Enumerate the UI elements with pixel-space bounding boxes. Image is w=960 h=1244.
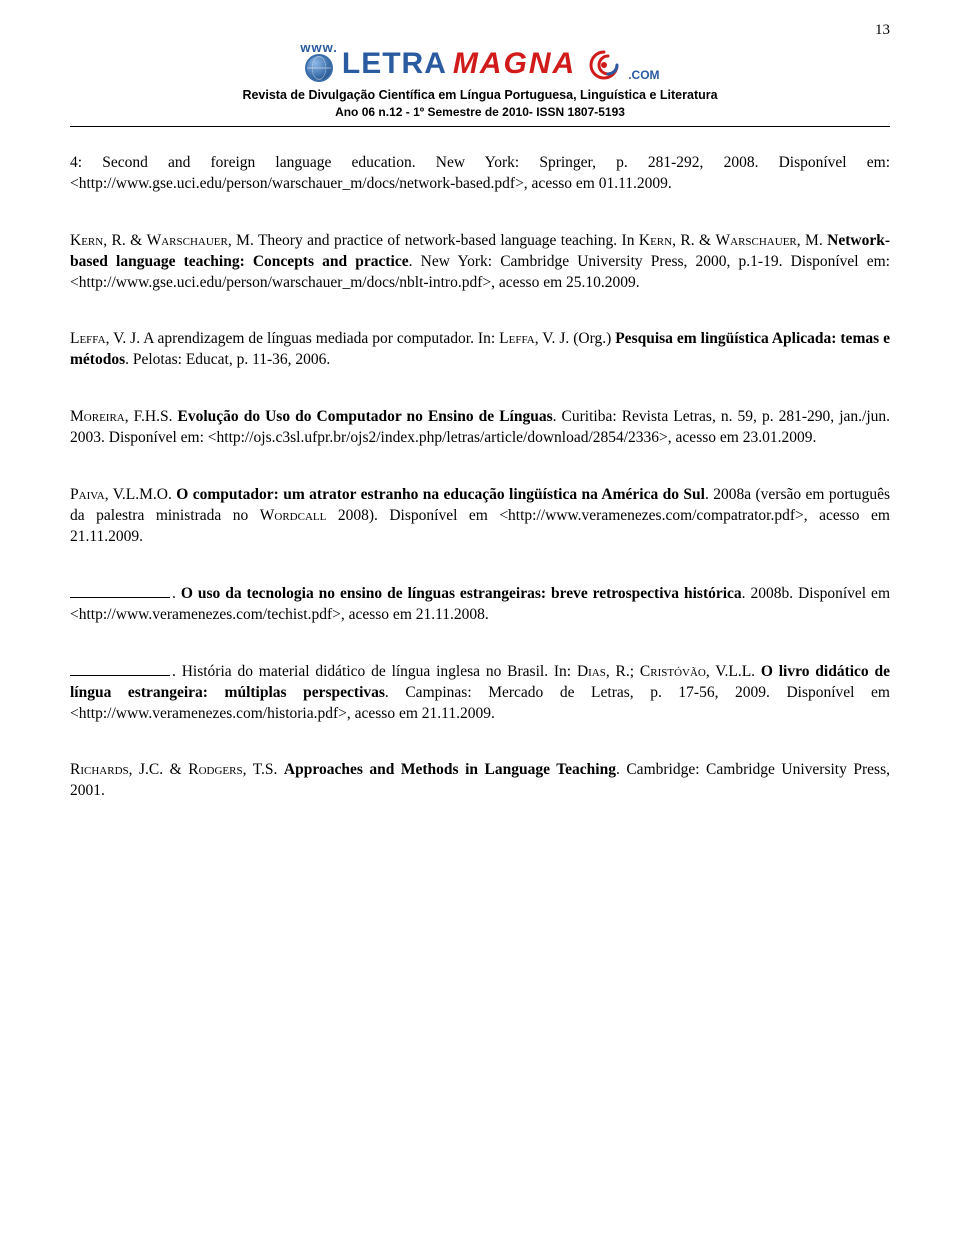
www-badge: www. <box>300 39 337 83</box>
author-name: Leffa <box>499 330 535 347</box>
reference-5: Paiva, V.L.M.O. O computador: um atrator… <box>70 485 890 548</box>
ref-text: , T.S. <box>243 761 284 778</box>
swirl-icon <box>584 48 624 82</box>
ref-text: . <box>172 585 181 602</box>
author-name: Paiva <box>70 486 105 503</box>
ref-text: , V. J. A aprendizagem de línguas mediad… <box>106 330 500 347</box>
ref-title: O uso da tecnologia no ensino de línguas… <box>181 585 742 602</box>
author-name: Richards <box>70 761 129 778</box>
ref-text: , M. Theory and practice of network-base… <box>228 232 639 249</box>
author-name: Warschauer <box>147 232 228 249</box>
journal-subtitle: Ano 06 n.12 - 1º Semestre de 2010- ISSN … <box>70 104 890 120</box>
author-name: Dias <box>577 663 606 680</box>
ref-title: Approaches and Methods in Language Teach… <box>284 761 616 778</box>
author-name: Kern <box>639 232 672 249</box>
ref-title: Evolução do Uso do Computador no Ensino … <box>178 408 553 425</box>
logo-row: www. LETRA MAGNA .COM <box>70 44 890 85</box>
ref-text: . História do material didático de língu… <box>172 663 577 680</box>
ref-text: , M. <box>797 232 827 249</box>
ref-text: , J.C. & <box>129 761 189 778</box>
ref-text: , F.H.S. <box>125 408 178 425</box>
page-number: 13 <box>70 20 890 40</box>
reference-8: Richards, J.C. & Rodgers, T.S. Approache… <box>70 760 890 802</box>
globe-icon <box>305 54 333 82</box>
brand-com: .COM <box>628 67 659 85</box>
ref-text: , V.L.L. <box>706 663 761 680</box>
reference-6: . O uso da tecnologia no ensino de língu… <box>70 584 890 626</box>
same-author-dash <box>70 675 170 676</box>
page-header: www. LETRA MAGNA .COM Revista de Divulga… <box>70 44 890 120</box>
ref-text: , V. J. (Org.) <box>535 330 616 347</box>
ref-text: , R. & <box>672 232 715 249</box>
reference-3: Leffa, V. J. A aprendizagem de línguas m… <box>70 329 890 371</box>
brand-magna: MAGNA <box>453 44 576 85</box>
ref-text: , R.; <box>606 663 640 680</box>
ref-text: 4: Second and foreign language education… <box>70 154 890 192</box>
journal-title: Revista de Divulgação Científica em Líng… <box>70 87 890 104</box>
ref-text: , R. & <box>103 232 146 249</box>
reference-1: 4: Second and foreign language education… <box>70 153 890 195</box>
brand-letra: LETRA <box>342 44 447 85</box>
event-name: Wordcall <box>260 507 327 524</box>
reference-2: Kern, R. & Warschauer, M. Theory and pra… <box>70 231 890 294</box>
author-name: Rodgers <box>188 761 242 778</box>
author-name: Moreira <box>70 408 125 425</box>
reference-7: . História do material didático de língu… <box>70 662 890 725</box>
author-name: Cristóvão <box>640 663 706 680</box>
author-name: Kern <box>70 232 103 249</box>
header-rule <box>70 126 890 127</box>
author-name: Leffa <box>70 330 106 347</box>
ref-title: O computador: um atrator estranho na edu… <box>176 486 705 503</box>
same-author-dash <box>70 597 170 598</box>
ref-text: , V.L.M.O. <box>105 486 177 503</box>
author-name: Warschauer <box>716 232 797 249</box>
ref-text: . Pelotas: Educat, p. 11-36, 2006. <box>125 351 330 368</box>
reference-4: Moreira, F.H.S. Evolução do Uso do Compu… <box>70 407 890 449</box>
